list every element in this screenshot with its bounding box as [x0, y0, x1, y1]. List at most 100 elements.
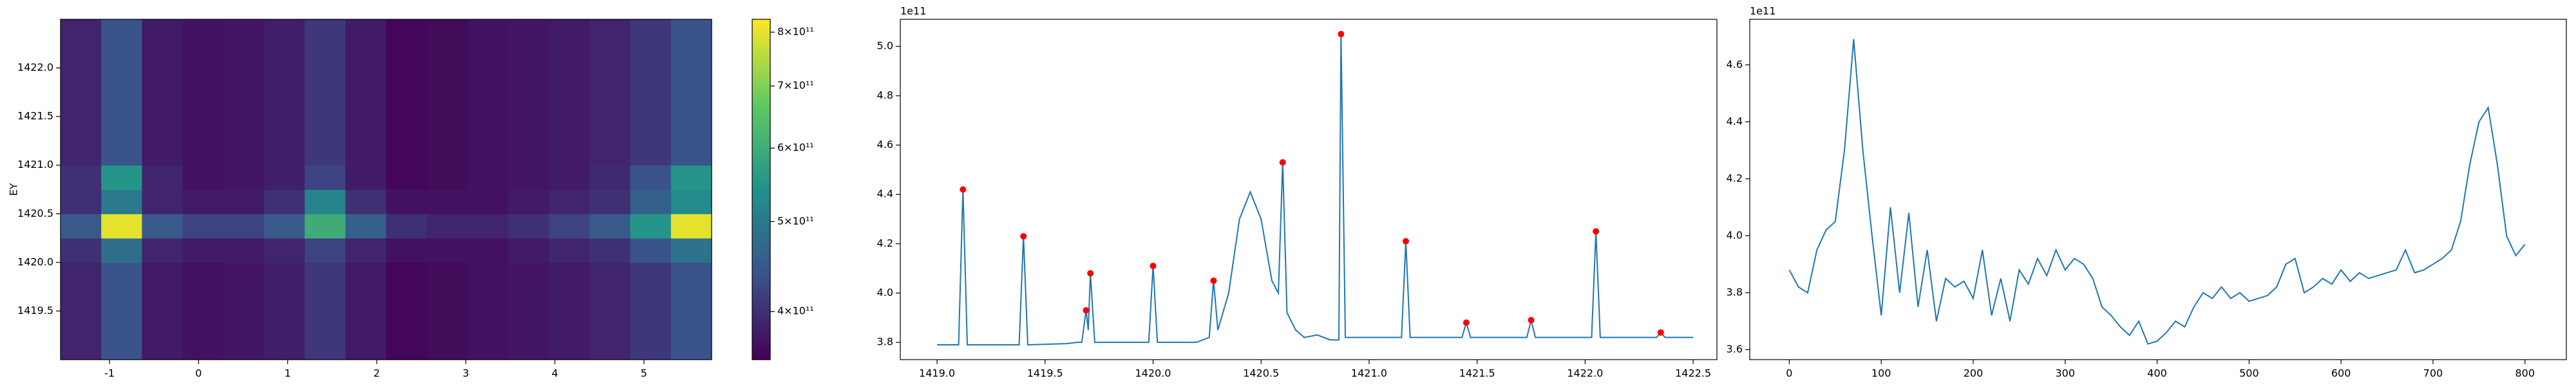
- colorbar-gradient: [752, 223, 770, 227]
- heatmap-cell: [426, 92, 468, 117]
- heatmap-cell: [549, 140, 591, 166]
- x-tick-label: 1421.0: [1351, 367, 1387, 380]
- heatmap-cell: [142, 140, 184, 166]
- heatmap-cell: [263, 68, 305, 93]
- heatmap-cell: [305, 311, 346, 336]
- heatmap-cell: [386, 189, 428, 214]
- colorbar-gradient: [752, 317, 770, 320]
- colorbar-gradient: [752, 274, 770, 278]
- colorbar-gradient: [752, 286, 770, 290]
- colorbar-gradient: [752, 178, 770, 181]
- heatmap-cell: [508, 214, 549, 239]
- heatmap-cell: [670, 140, 712, 166]
- colorbar-gradient: [752, 356, 770, 360]
- heatmap-cell: [223, 335, 265, 360]
- colorbar-gradient: [752, 260, 770, 264]
- heatmap-cell: [61, 311, 102, 336]
- colorbar-gradient: [752, 331, 770, 335]
- colorbar-gradient: [752, 217, 770, 221]
- colorbar-gradient: [752, 129, 770, 133]
- x-tick-label: 500: [2239, 367, 2259, 380]
- y-tick-label: 3.6: [1727, 343, 1743, 355]
- y-tick-label: 4.6: [1727, 58, 1743, 70]
- heatmap-cell: [101, 68, 142, 93]
- heatmap-cell: [305, 165, 346, 190]
- heatmap-cell: [467, 335, 509, 360]
- heatmap-cell: [670, 311, 712, 336]
- heatmap-cell: [386, 140, 428, 166]
- colorbar-gradient: [752, 322, 770, 326]
- heatmap-cell: [182, 286, 224, 312]
- y-tick-label: 1421.0: [17, 158, 53, 170]
- heatmap-cell: [61, 238, 102, 263]
- colorbar-gradient: [752, 67, 770, 71]
- axes-frame: [60, 19, 712, 360]
- heatmap-cell: [263, 92, 305, 117]
- heatmap-cell: [345, 311, 387, 336]
- heatmap-cell: [142, 43, 184, 69]
- colorbar-gradient: [752, 243, 770, 247]
- heatmap-cell: [426, 238, 468, 263]
- colorbar-gradient: [752, 64, 770, 68]
- y-tick-label: 4.0: [877, 286, 893, 299]
- heatmap-cell: [223, 311, 265, 336]
- heatmap-cell: [386, 165, 428, 190]
- colorbar-gradient: [752, 59, 770, 62]
- heatmap-cell: [182, 140, 224, 166]
- heatmap-cell: [223, 68, 265, 93]
- heatmap-cell: [223, 165, 265, 190]
- heatmap-cell: [61, 165, 102, 190]
- colorbar-gradient: [752, 183, 770, 187]
- heatmap-cell: [142, 262, 184, 288]
- colorbar-gradient: [752, 104, 770, 108]
- colorbar-gradient: [752, 113, 770, 116]
- colorbar-gradient: [752, 138, 770, 142]
- heatmap-cell: [630, 262, 672, 288]
- heatmap-cell: [182, 311, 224, 336]
- colorbar-gradient: [752, 314, 770, 318]
- heatmap-cell: [630, 43, 672, 69]
- colorbar-gradient: [752, 302, 770, 306]
- heatmap-cell: [305, 19, 346, 44]
- heatmap-cell: [223, 43, 265, 69]
- heatmap-cell: [508, 116, 549, 142]
- heatmap-cell: [345, 19, 387, 44]
- colorbar-gradient: [752, 320, 770, 324]
- colorbar-gradient: [752, 282, 770, 286]
- y-axis-label: EY: [8, 183, 20, 196]
- peak-marker: [1593, 228, 1600, 235]
- colorbar-gradient: [752, 155, 770, 159]
- heatmap-cell: [386, 19, 428, 44]
- colorbar-gradient: [752, 62, 770, 66]
- peak-marker: [1083, 307, 1090, 314]
- colorbar-gradient: [752, 288, 770, 292]
- colorbar-gradient: [752, 220, 770, 224]
- heatmap-cell: [630, 238, 672, 263]
- heatmap-cell: [223, 189, 265, 214]
- heatmap-cell: [467, 262, 509, 288]
- heatmap-cell: [263, 335, 305, 360]
- heatmap-cell: [101, 116, 142, 142]
- heatmap-cell: [549, 19, 591, 44]
- colorbar-gradient: [752, 252, 770, 255]
- colorbar-gradient: [752, 33, 770, 37]
- peak-marker: [1402, 238, 1409, 244]
- heatmap-cell: [549, 238, 591, 263]
- heatmap-cell: [589, 311, 631, 336]
- y-tick-label: 1420.5: [17, 207, 53, 219]
- heatmap-cell: [223, 19, 265, 44]
- x-tick-label: 1422.0: [1567, 367, 1603, 380]
- heatmap-cell: [182, 335, 224, 360]
- peak-marker: [960, 186, 967, 193]
- heatmap-cell: [61, 214, 102, 239]
- heatmap-cell: [345, 262, 387, 288]
- heatmap-cell: [305, 92, 346, 117]
- peak-marker: [1657, 329, 1664, 336]
- heatmap-cell: [589, 189, 631, 214]
- offset-text: 1e11: [900, 5, 926, 17]
- heatmap-cell: [223, 238, 265, 263]
- colorbar-gradient: [752, 306, 770, 309]
- heatmap-cell: [61, 68, 102, 93]
- heatmap-cell: [589, 335, 631, 360]
- heatmap-cell: [263, 140, 305, 166]
